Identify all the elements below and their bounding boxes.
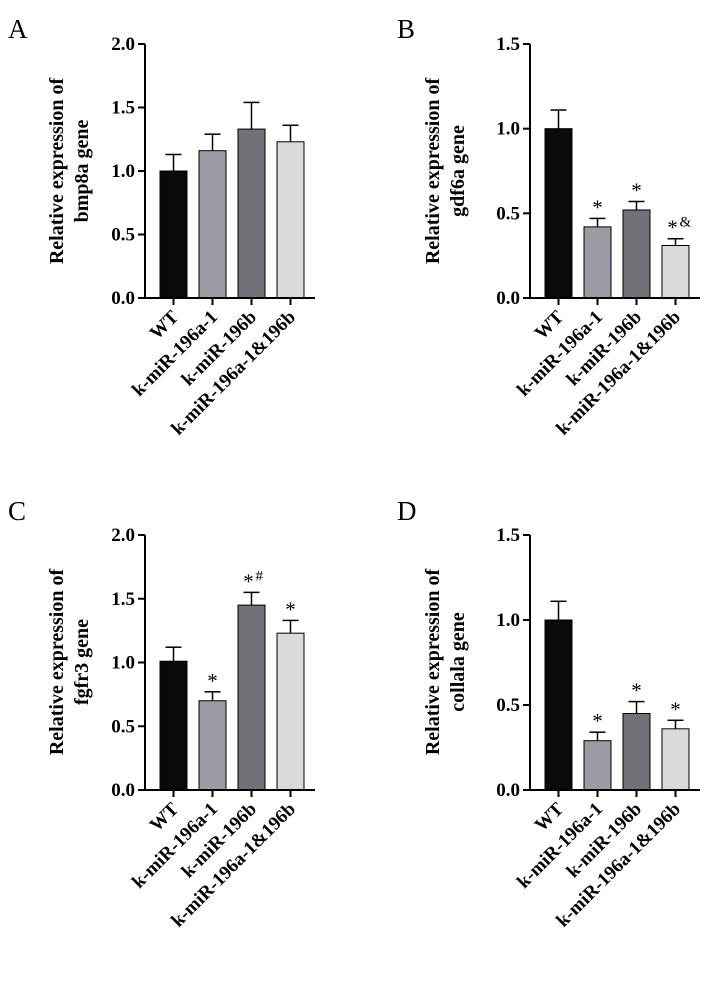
bar — [622, 209, 651, 299]
panel-c: C Relative expression of fgfr3 gene ** #*… — [8, 496, 315, 931]
y-axis-label: Relative expression of — [46, 78, 68, 265]
y-tick-label: 0.5 — [496, 695, 520, 716]
bar — [544, 619, 573, 791]
y-axis-label: Relative expression of — [46, 569, 68, 756]
y-tick-label: 1.0 — [496, 119, 520, 140]
y-axis-label-line2: gdf6a gene — [447, 125, 469, 217]
y-axis-label: Relative expression of — [422, 569, 444, 756]
significance-marker: * — [667, 216, 678, 240]
significance-marker: * — [592, 709, 603, 733]
panel-b: B Relative expression of gdf6a gene *** &… — [397, 14, 700, 439]
y-axis-label-line2: collala gene — [447, 612, 469, 712]
bar — [237, 128, 266, 299]
bar — [583, 740, 612, 791]
significance-marker-sup: & — [680, 215, 692, 231]
y-tick-label: 0.0 — [111, 288, 135, 309]
panel-letter: D — [397, 496, 417, 526]
bar — [583, 226, 612, 299]
y-tick-label: 1.5 — [496, 34, 520, 55]
y-tick-label: 0.5 — [111, 225, 135, 246]
y-axis-label-line2: bmp8a gene — [71, 119, 93, 222]
significance-marker: * — [631, 178, 642, 202]
panel-letter: C — [8, 496, 26, 526]
y-tick-label: 0.0 — [111, 780, 135, 801]
panel-d: D Relative expression of collala gene * *… — [397, 496, 700, 931]
bar — [276, 632, 305, 791]
bar — [544, 128, 573, 299]
bar — [622, 713, 651, 791]
y-tick-label: 1.0 — [496, 610, 520, 631]
significance-marker: * — [207, 669, 218, 693]
y-axis-label-line2: fgfr3 gene — [71, 619, 93, 705]
bar — [237, 604, 266, 791]
bar — [198, 150, 227, 299]
y-tick-label: 1.5 — [111, 98, 135, 119]
bar — [661, 728, 690, 791]
panel-letter: A — [8, 14, 28, 44]
y-tick-label: 2.0 — [111, 34, 135, 55]
bar — [276, 141, 305, 299]
y-tick-label: 1.0 — [111, 161, 135, 182]
significance-marker: * — [631, 679, 642, 703]
panel-letter: B — [397, 14, 415, 44]
significance-marker: * — [592, 195, 603, 219]
y-axis-label: Relative expression of — [422, 78, 444, 265]
bar — [661, 245, 690, 299]
y-tick-label: 1.5 — [496, 525, 520, 546]
y-tick-label: 1.0 — [111, 653, 135, 674]
significance-marker-sup: # — [256, 568, 264, 584]
panel-a: A Relative expression of bmp8a gene 0.0 0… — [8, 14, 315, 439]
y-tick-label: 0.0 — [496, 288, 520, 309]
bar — [159, 660, 188, 791]
y-tick-label: 0.5 — [111, 716, 135, 737]
significance-marker: * — [670, 697, 681, 721]
y-tick-label: 0.5 — [496, 203, 520, 224]
bar — [198, 700, 227, 791]
y-tick-label: 1.5 — [111, 589, 135, 610]
y-tick-label: 0.0 — [496, 780, 520, 801]
significance-marker: * — [243, 569, 254, 593]
significance-marker: * — [285, 597, 296, 621]
y-tick-label: 2.0 — [111, 525, 135, 546]
bar — [159, 170, 188, 299]
